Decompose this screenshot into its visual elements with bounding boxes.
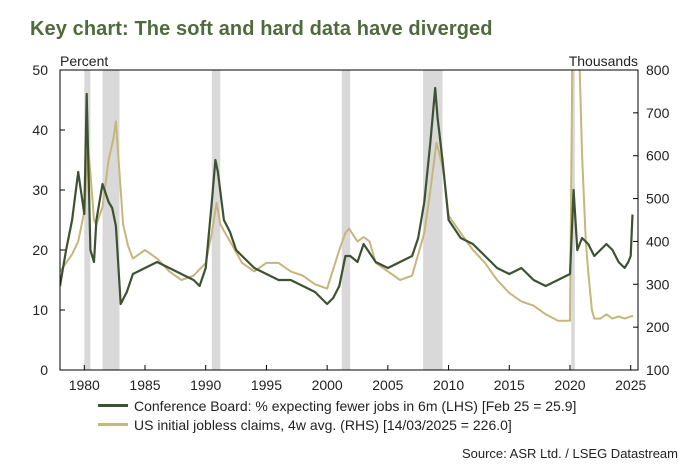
right-tick-label: 200 <box>646 319 670 335</box>
x-tick-label: 2000 <box>312 377 343 393</box>
series-line-2 <box>60 70 634 322</box>
right-tick-label: 700 <box>646 105 670 121</box>
x-tick-label: 2005 <box>372 377 403 393</box>
x-tick-label: 2025 <box>615 377 646 393</box>
x-tick-label: 2020 <box>554 377 585 393</box>
plot-frame <box>59 69 639 371</box>
recession-band-4 <box>341 70 351 370</box>
axes: 0 10 20 30 40 50 100 200 300 400 500 600 700 800 1980 1… <box>32 62 669 393</box>
right-tick-label: 600 <box>646 148 670 164</box>
right-tick-label: 400 <box>646 233 670 249</box>
recession-band-1 <box>84 70 91 370</box>
chart-title: Key chart: The soft and hard data have d… <box>30 18 493 40</box>
legend-swatch-series-1 <box>98 404 128 407</box>
legend-label-series-2: US initial jobless claims, 4w avg. (RHS)… <box>134 416 512 433</box>
right-tick-label: 500 <box>646 191 670 207</box>
right-tick-label: 800 <box>646 62 670 78</box>
x-tick-label: 1980 <box>69 377 100 393</box>
recession-band-2 <box>102 70 120 370</box>
x-tick-label: 1990 <box>190 377 221 393</box>
x-tick-label: 2015 <box>494 377 525 393</box>
recession-band-3 <box>211 70 221 370</box>
series-line-1 <box>60 86 634 306</box>
x-tick-label: 2010 <box>433 377 464 393</box>
legend-label-series-1: Conference Board: % expecting fewer jobs… <box>134 397 577 414</box>
legend: Conference Board: % expecting fewer jobs… <box>98 396 576 434</box>
legend-item-series-2: US initial jobless claims, 4w avg. (RHS)… <box>98 415 576 434</box>
left-tick-label: 10 <box>32 302 48 318</box>
left-tick-label: 40 <box>32 122 48 138</box>
right-tick-label: 300 <box>646 276 670 292</box>
x-tick-label: 1995 <box>251 377 282 393</box>
series-layer <box>60 70 634 322</box>
left-axis-unit-label: Percent <box>60 53 108 69</box>
legend-swatch-series-2 <box>98 423 128 426</box>
left-tick-label: 50 <box>32 62 48 78</box>
x-tick-label: 1985 <box>129 377 160 393</box>
right-tick-label: 100 <box>646 362 670 378</box>
source-note: Source: ASR Ltd. / LSEG Datastream <box>461 446 678 461</box>
left-tick-label: 0 <box>40 362 48 378</box>
left-tick-label: 20 <box>32 242 48 258</box>
legend-item-series-1: Conference Board: % expecting fewer jobs… <box>98 396 576 415</box>
recession-bands <box>84 70 575 370</box>
right-axis-unit-label: Thousands <box>569 53 638 69</box>
left-tick-label: 30 <box>32 182 48 198</box>
